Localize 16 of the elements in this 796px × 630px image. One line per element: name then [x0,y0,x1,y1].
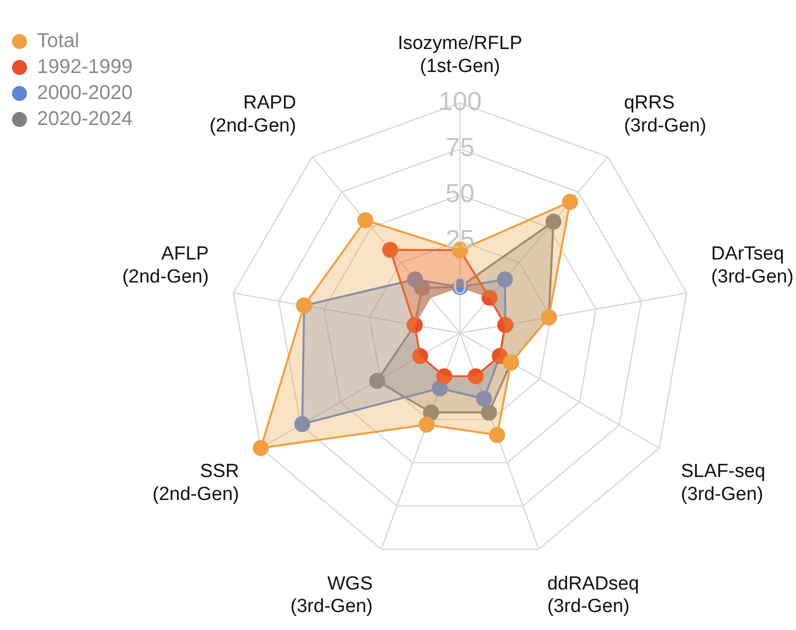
legend-label: 1992-1999 [37,55,133,80]
spoke-label: WGS (3rd-Gen) [290,573,373,618]
spoke-label: RAPD (2nd-Gen) [209,92,296,136]
legend-label: 2020-2024 [37,107,133,132]
spoke-label: ddRADseq (3rd-Gen) [547,573,640,618]
legend-label: 2000-2020 [37,81,133,106]
y-tick-label: 100 [438,86,482,116]
y-tick-label: 75 [446,132,474,162]
spoke-label: qRRS (3rd-Gen) [624,92,706,136]
spoke-label: Isozyme/RFLP (1st-Gen) [398,32,522,77]
y-tick-label: 50 [446,178,474,208]
spoke-label: AFLP (2nd-Gen) [122,244,209,288]
spoke-label: DArTseq (3rd-Gen) [711,244,794,288]
legend-label: Total [37,29,80,54]
spoke-label: SLAF-seq (3rd-Gen) [680,461,766,505]
spoke-label: SSR (2nd-Gen) [152,461,240,505]
